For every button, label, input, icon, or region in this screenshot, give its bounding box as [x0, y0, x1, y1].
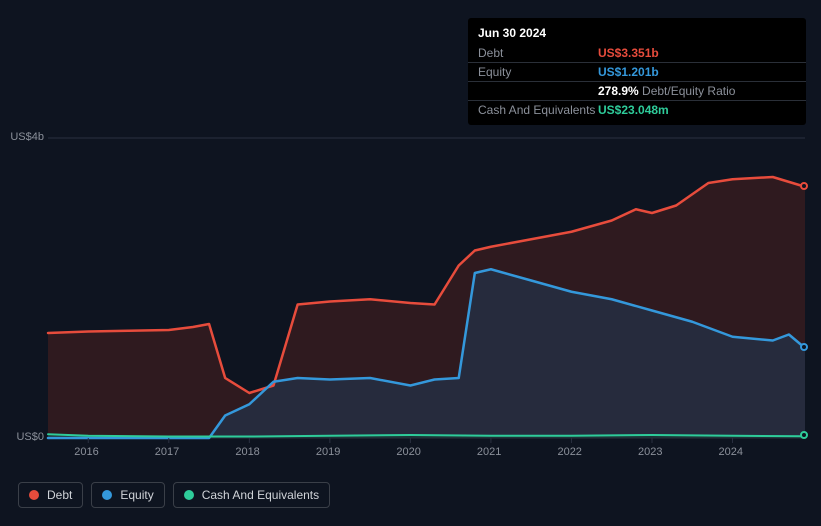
chart-tooltip: Jun 30 2024 DebtUS$3.351bEquityUS$1.201b… — [468, 18, 806, 125]
x-axis-label: 2016 — [74, 446, 98, 458]
tooltip-row-label: Debt — [478, 46, 598, 60]
legend-swatch — [102, 490, 112, 500]
tooltip-date: Jun 30 2024 — [468, 24, 806, 44]
legend-label: Debt — [47, 488, 72, 502]
legend-swatch — [29, 490, 39, 500]
tooltip-row: EquityUS$1.201b — [468, 63, 806, 82]
x-axis-label: 2017 — [155, 446, 179, 458]
series-end-marker — [800, 182, 808, 190]
tooltip-row-value: US$1.201b — [598, 65, 796, 79]
x-axis-label: 2023 — [638, 446, 662, 458]
financial-chart: Jun 30 2024 DebtUS$3.351bEquityUS$1.201b… — [0, 0, 821, 526]
tooltip-row: 278.9% Debt/Equity Ratio — [468, 82, 806, 101]
x-axis-label: 2024 — [719, 446, 743, 458]
tooltip-row: Cash And EquivalentsUS$23.048m — [468, 101, 806, 119]
x-axis-label: 2018 — [235, 446, 259, 458]
tooltip-row-label: Equity — [478, 65, 598, 79]
x-axis-label: 2020 — [396, 446, 420, 458]
y-axis-label: US$4b — [10, 131, 44, 143]
tooltip-row-value: US$3.351b — [598, 46, 796, 60]
legend-item[interactable]: Debt — [18, 482, 83, 508]
legend-item[interactable]: Equity — [91, 482, 164, 508]
legend-label: Cash And Equivalents — [202, 488, 319, 502]
y-axis-label: US$0 — [16, 431, 44, 443]
tooltip-rows: DebtUS$3.351bEquityUS$1.201b278.9% Debt/… — [468, 44, 806, 119]
series-end-marker — [800, 343, 808, 351]
x-axis-label: 2019 — [316, 446, 340, 458]
tooltip-row-label — [478, 84, 598, 98]
legend-swatch — [184, 490, 194, 500]
tooltip-row-value: US$23.048m — [598, 103, 796, 117]
x-axis-label: 2021 — [477, 446, 501, 458]
x-axis-label: 2022 — [557, 446, 581, 458]
legend-label: Equity — [120, 488, 153, 502]
tooltip-row: DebtUS$3.351b — [468, 44, 806, 63]
tooltip-row-value: 278.9% Debt/Equity Ratio — [598, 84, 796, 98]
tooltip-row-label: Cash And Equivalents — [478, 103, 598, 117]
chart-legend: Debt Equity Cash And Equivalents — [18, 482, 330, 508]
legend-item[interactable]: Cash And Equivalents — [173, 482, 330, 508]
